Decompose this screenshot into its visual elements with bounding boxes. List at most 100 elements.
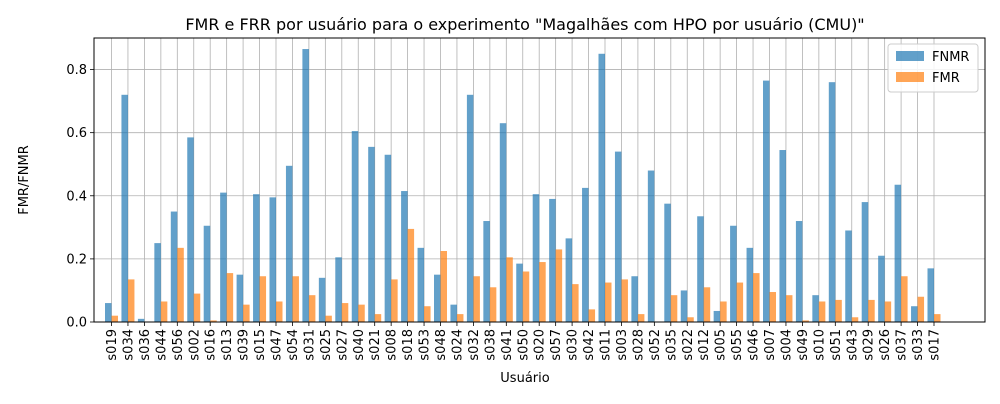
chart-title: FMR e FRR por usuário para o experimento… — [185, 15, 864, 34]
x-tick-label: s020 — [533, 329, 548, 361]
x-tick-label: s054 — [286, 329, 301, 361]
bar-fnmr — [713, 310, 721, 322]
bar-fmr — [210, 320, 217, 322]
bar-fnmr — [680, 290, 688, 322]
x-tick-label: s015 — [253, 329, 268, 361]
x-tick-label: s035 — [664, 329, 679, 361]
bar-fmr — [539, 262, 546, 322]
bar-fmr — [424, 306, 431, 322]
bar-fnmr — [911, 306, 918, 322]
bar-fnmr — [368, 146, 375, 322]
bar-fnmr — [927, 268, 934, 322]
bar-fnmr — [417, 247, 425, 322]
x-tick-label: s028 — [631, 329, 646, 361]
bar-fnmr — [434, 274, 441, 322]
bar-fmr — [670, 295, 678, 322]
x-tick-label: s038 — [483, 329, 498, 361]
x-tick-label: s052 — [648, 329, 663, 361]
y-tick-label: 0.2 — [66, 252, 87, 267]
x-tick-label: s002 — [187, 329, 202, 361]
x-tick-label: s010 — [812, 329, 827, 361]
bar-fmr — [934, 314, 941, 322]
bar-fnmr — [401, 191, 408, 322]
bar-fmr — [473, 276, 480, 322]
bar-fnmr — [532, 194, 540, 322]
y-tick-label: 0.6 — [66, 126, 87, 141]
bar-fmr — [703, 287, 711, 322]
bar-fnmr — [351, 131, 359, 322]
bar-fmr — [785, 295, 793, 322]
bar-fnmr — [565, 238, 573, 322]
x-tick-label: s040 — [352, 329, 367, 361]
x-tick-label: s007 — [763, 329, 778, 361]
x-tick-label: s051 — [829, 329, 844, 361]
bar-fnmr — [647, 170, 655, 322]
x-tick-label: s018 — [401, 329, 416, 361]
x-tick-label: s005 — [714, 329, 729, 361]
x-tick-label: s021 — [368, 329, 383, 361]
x-tick-label: s031 — [302, 329, 317, 361]
bar-fmr — [243, 304, 250, 322]
bar-fnmr — [187, 137, 194, 322]
bar-fnmr — [828, 82, 836, 322]
x-tick-label: s039 — [237, 329, 252, 361]
x-tick-label: s056 — [171, 329, 186, 361]
bar-fnmr — [878, 255, 885, 322]
x-tick-label: s022 — [681, 329, 696, 361]
x-tick-label: s004 — [779, 329, 794, 361]
bar-fmr — [835, 299, 842, 322]
x-tick-label: s011 — [599, 329, 614, 361]
x-tick-label: s048 — [434, 329, 449, 361]
bar-fmr — [440, 251, 447, 322]
bar-fmr — [522, 271, 530, 322]
bar-fnmr — [812, 295, 819, 322]
y-axis-label: FMR/FNMR — [17, 145, 32, 215]
x-tick-label: s034 — [121, 329, 136, 361]
bar-fmr — [111, 315, 118, 322]
x-tick-label: s025 — [319, 329, 334, 361]
bar-fmr — [391, 279, 398, 322]
x-tick-label: s046 — [747, 329, 762, 361]
x-tick-label: s055 — [730, 329, 745, 361]
bar-fnmr — [483, 221, 490, 322]
bar-fmr — [621, 279, 628, 322]
bar-fmr — [259, 276, 267, 322]
bar-fmr — [506, 257, 513, 322]
bar-fmr — [917, 296, 925, 322]
x-tick-label: s013 — [220, 329, 235, 361]
y-tick-label: 0.4 — [66, 189, 87, 204]
bar-fnmr — [598, 53, 605, 323]
bar-fnmr — [795, 221, 803, 322]
bar-fnmr — [170, 211, 178, 322]
bar-fnmr — [763, 80, 770, 322]
bar-fnmr — [730, 225, 737, 322]
x-tick-label: s033 — [911, 329, 926, 361]
x-tick-label: s043 — [845, 329, 860, 361]
x-tick-label: s030 — [566, 329, 581, 361]
bar-fnmr — [203, 225, 211, 322]
bar-fnmr — [499, 123, 507, 322]
bar-fmr — [193, 293, 201, 322]
bar-fmr — [769, 292, 776, 322]
bar-fmr — [868, 299, 875, 322]
bar-fnmr — [664, 203, 671, 322]
bar-fmr — [637, 314, 645, 322]
bar-fmr — [226, 273, 234, 322]
x-tick-label: s016 — [204, 329, 219, 361]
bar-fnmr — [779, 150, 786, 322]
bar-fmr — [456, 314, 464, 322]
x-axis-ticks: s019 s034 s036 s044 s056 s002 s016 s013 s039 s015… — [105, 322, 943, 361]
bar-fnmr — [137, 318, 145, 322]
bar-fnmr — [450, 304, 457, 322]
y-tick-label: 0.8 — [66, 63, 87, 78]
bar-fnmr — [154, 243, 161, 322]
bar-fmr — [292, 276, 299, 322]
y-tick-label: 0.0 — [66, 316, 87, 331]
bar-fnmr — [269, 197, 276, 322]
y-axis-ticks: 0.0 0.2 0.4 0.6 0.8 — [66, 63, 94, 331]
x-tick-label: s050 — [516, 329, 531, 361]
x-tick-label: s012 — [697, 329, 712, 361]
bar-fmr — [851, 317, 859, 322]
x-tick-label: s029 — [862, 329, 877, 361]
bar-fmr — [555, 249, 563, 322]
